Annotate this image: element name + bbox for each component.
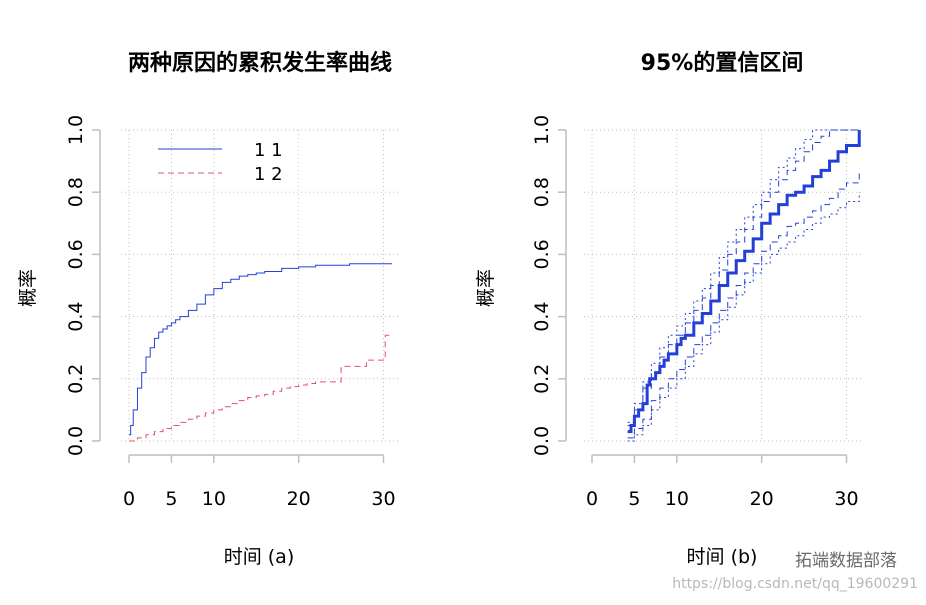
y-tick-label: 0.4 — [531, 301, 553, 331]
x-tick-label: 10 — [665, 488, 689, 510]
x-tick-label: 0 — [123, 488, 135, 510]
y-tick-label: 0.2 — [531, 364, 553, 394]
legend-label: 1 1 — [254, 140, 283, 161]
y-axis-label: 概率 — [17, 269, 39, 307]
y-tick-label: 0.6 — [65, 239, 87, 269]
x-tick-label: 20 — [287, 488, 311, 510]
y-tick-label: 0.6 — [531, 239, 553, 269]
y-tick-label: 0.4 — [65, 301, 87, 331]
series-line-upper_inner — [627, 129, 860, 426]
series-group — [129, 263, 392, 442]
series-group — [627, 129, 861, 442]
panel-left: 两种原因的累积发生率曲线 0 5 10 20 300.00.20.40.60.81.0 … — [17, 50, 400, 568]
series-line-estimate — [627, 130, 861, 434]
y-tick-label: 1.0 — [65, 115, 87, 145]
y-axis-label: 概率 — [475, 269, 497, 307]
chart-title: 两种原因的累积发生率曲线 — [128, 50, 392, 76]
watermark-url: https://blog.csdn.net/qq_19600291 — [672, 576, 918, 592]
y-tick-label: 0.8 — [65, 177, 87, 207]
series-line-lower_outer — [627, 192, 860, 442]
x-tick-label: 5 — [628, 488, 640, 510]
y-tick-label: 0.2 — [65, 364, 87, 394]
y-tick-label: 0.8 — [531, 177, 553, 207]
watermark: 拓端数据部落 https://blog.csdn.net/qq_19600291 — [672, 551, 918, 592]
x-axis-label: 时间 (b) — [687, 546, 758, 568]
x-tick-label: 0 — [586, 488, 598, 510]
y-tick-label: 0.0 — [65, 426, 87, 456]
watermark-brand: 拓端数据部落 — [795, 551, 897, 571]
axes: 0 5 10 20 30 0.0 0.2 0.4 0.6 0.8 1.0 — [531, 115, 859, 510]
x-tick-label: 10 — [202, 488, 226, 510]
x-tick-label: 20 — [750, 488, 774, 510]
panel-right: 95%的置信区间 0 5 10 20 30 0.0 0.2 0.4 0.6 0.8 1.0 时间 (… — [475, 50, 863, 568]
legend: 1 11 2 — [158, 140, 283, 185]
x-tick-label: 30 — [834, 488, 858, 510]
y-tick-label: 0.0 — [531, 426, 553, 456]
grid — [121, 129, 400, 442]
x-tick-label: 30 — [371, 488, 395, 510]
x-axis-label: 时间 (a) — [224, 546, 295, 568]
series-line — [129, 334, 392, 442]
x-tick-label: 5 — [165, 488, 177, 510]
series-line-lower_inner — [627, 170, 860, 439]
y-tick-label: 1.0 — [531, 115, 553, 145]
axes: 0 5 10 20 30 0.0 0.2 0.4 0.6 0.8 1.0 — [65, 115, 396, 510]
legend-label: 1 2 — [254, 164, 283, 185]
series-line — [129, 263, 392, 436]
chart-title: 95%的置信区间 — [641, 50, 804, 76]
